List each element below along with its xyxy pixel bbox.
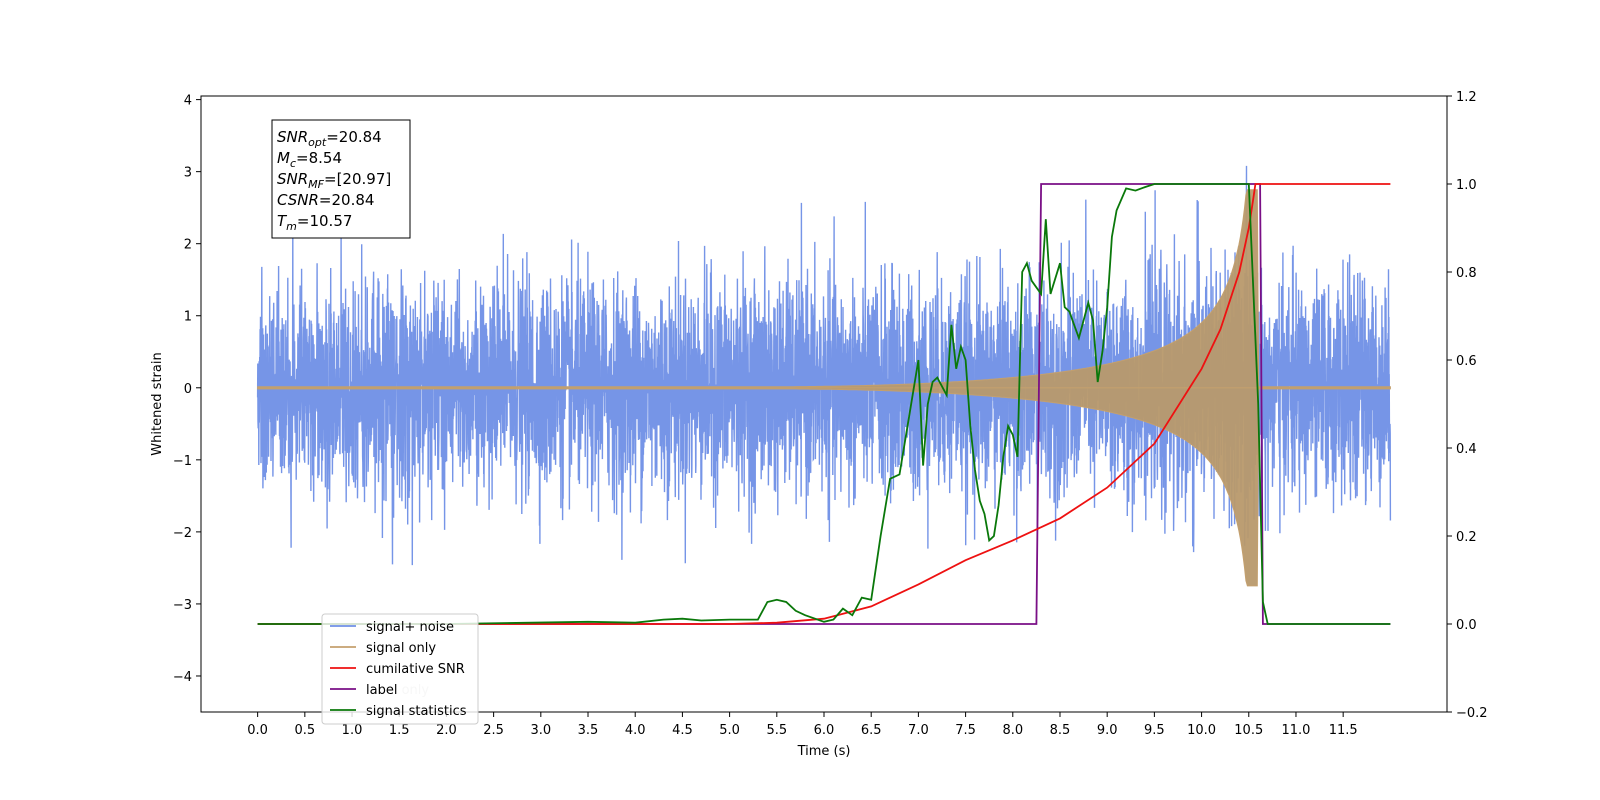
y-right-tick-label: 0.4 xyxy=(1456,442,1477,457)
annotation-frame xyxy=(271,119,411,239)
x-tick-label: 4.0 xyxy=(625,723,646,738)
x-tick-label: 10.0 xyxy=(1187,723,1216,738)
series-signal-statistics xyxy=(257,183,1391,625)
x-tick-label: 8.5 xyxy=(1050,723,1071,738)
x-tick-label: 2.0 xyxy=(436,723,457,738)
x-tick-label: 2.5 xyxy=(483,723,504,738)
x-tick-label: 6.5 xyxy=(861,723,882,738)
y-right-tick-label: 1.0 xyxy=(1456,178,1477,193)
y-tick-label: 2 xyxy=(184,238,192,253)
x-tick-label: 1.0 xyxy=(342,723,363,738)
legend-entry: signal only xyxy=(366,641,436,656)
legend-entry: signal statistics xyxy=(366,704,467,719)
annotation-line: Tm=10.57 xyxy=(277,212,352,233)
x-tick-label: 5.0 xyxy=(719,723,740,738)
y-right-tick-label: 0.8 xyxy=(1456,266,1477,281)
legend-entry: cumilative SNR xyxy=(366,662,465,677)
y-tick-label: −4 xyxy=(173,670,192,685)
x-tick-label: 9.0 xyxy=(1097,723,1118,738)
x-tick-label: 7.0 xyxy=(908,723,929,738)
y-right-tick-label: 1.2 xyxy=(1456,90,1477,105)
x-tick-label: 5.5 xyxy=(766,723,787,738)
x-tick-label: 7.5 xyxy=(955,723,976,738)
y-tick-label: 1 xyxy=(184,310,192,325)
y-right-tick-label: 0.6 xyxy=(1456,354,1477,369)
annotation-line: SNRMF=[20.97] xyxy=(277,170,391,191)
x-tick-label: 3.5 xyxy=(578,723,599,738)
x-tick-label: 10.5 xyxy=(1234,723,1263,738)
y-tick-label: −2 xyxy=(173,526,192,541)
y-right-tick-label: 0.0 xyxy=(1456,618,1477,633)
x-tick-label: 0.5 xyxy=(294,723,315,738)
x-tick-label: 0.0 xyxy=(247,723,268,738)
annotation-line: Mc=8.54 xyxy=(277,149,342,170)
y-tick-label: 3 xyxy=(184,166,192,181)
y-tick-label: 4 xyxy=(184,94,192,109)
x-axis-label: Time (s) xyxy=(797,744,851,759)
annotation-line: CSNR=20.84 xyxy=(277,191,374,209)
annotation-box: SNRopt=20.84Mc=8.54SNRMF=[20.97]CSNR=20.… xyxy=(271,119,411,239)
legend-frame xyxy=(321,613,479,725)
plot-area xyxy=(256,165,1392,625)
y-tick-label: 0 xyxy=(184,382,192,397)
y-axis-label: Whitened strain xyxy=(150,352,165,455)
x-tick-label: 4.5 xyxy=(672,723,693,738)
x-tick-label: 1.5 xyxy=(389,723,410,738)
y-right-tick-label: −0.2 xyxy=(1456,706,1488,721)
x-tick-label: 11.0 xyxy=(1281,723,1310,738)
y-right-tick-label: 0.2 xyxy=(1456,530,1477,545)
x-tick-label: 11.5 xyxy=(1329,723,1358,738)
x-tick-label: 9.5 xyxy=(1144,723,1165,738)
annotation-line: SNRopt=20.84 xyxy=(277,128,382,149)
legend-entry: signal+ noise xyxy=(366,620,454,635)
x-tick-label: 6.0 xyxy=(814,723,835,738)
y-tick-label: −1 xyxy=(173,454,192,469)
legend-entry: label xyxy=(366,683,397,698)
x-tick-label: 8.0 xyxy=(1002,723,1023,738)
x-tick-label: 3.0 xyxy=(530,723,551,738)
tick-layer: 0.0 0.5 1.0 1.5 2.0 2.5 3.0 3.5 4.0 4.5 5.0 5.5 6.0 6… xyxy=(173,90,1488,738)
y-tick-label: −3 xyxy=(173,598,192,613)
